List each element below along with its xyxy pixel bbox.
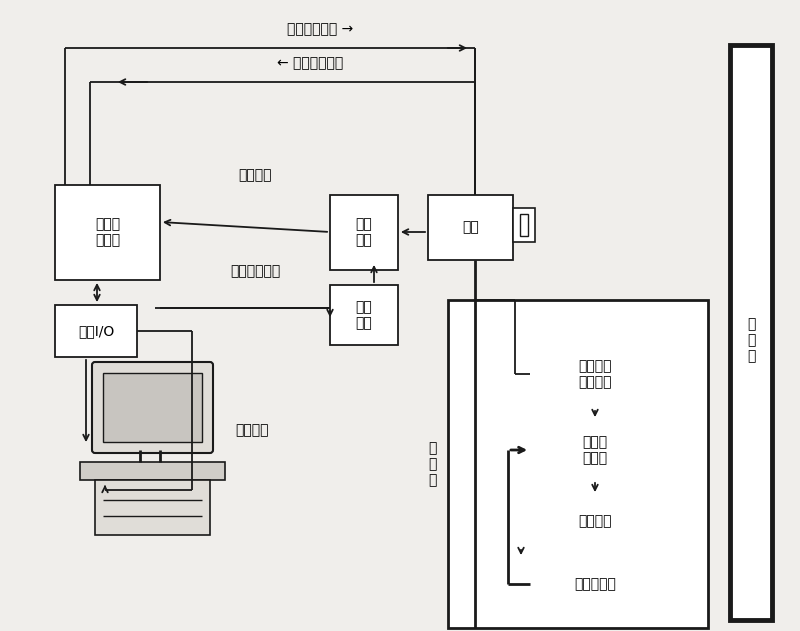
Bar: [530, 420, 660, 480]
Bar: [428, 195, 513, 260]
Bar: [513, 208, 535, 242]
Bar: [55, 185, 160, 280]
Text: ← 计数控制信号: ← 计数控制信号: [277, 56, 343, 70]
FancyBboxPatch shape: [92, 362, 213, 453]
Text: 数字I/O: 数字I/O: [78, 324, 114, 338]
Bar: [55, 305, 137, 357]
Bar: [530, 340, 660, 408]
Bar: [448, 300, 708, 628]
Text: 步进电机: 步进电机: [578, 514, 612, 528]
Text: 测控主机: 测控主机: [235, 423, 269, 437]
Text: 井
下
仪: 井 下 仪: [428, 441, 436, 487]
Text: 井上测
控电路: 井上测 控电路: [95, 218, 120, 247]
Text: 超声换能器: 超声换能器: [574, 577, 616, 591]
Text: 步进电机
控制电路: 步进电机 控制电路: [578, 359, 612, 389]
Bar: [530, 495, 660, 547]
Text: 参
考
绳: 参 考 绳: [747, 317, 755, 363]
Bar: [520, 214, 528, 236]
Bar: [103, 373, 202, 442]
Text: 绞车: 绞车: [462, 220, 479, 235]
Bar: [330, 195, 398, 270]
Bar: [95, 480, 210, 535]
Text: 绞车控制信号: 绞车控制信号: [230, 264, 280, 278]
Text: 采集控制信号 →: 采集控制信号 →: [287, 22, 353, 36]
Text: 发射接
收电路: 发射接 收电路: [582, 435, 607, 465]
Bar: [80, 462, 225, 480]
Text: 光电
码盘: 光电 码盘: [356, 218, 372, 247]
Text: 接口
电路: 接口 电路: [356, 300, 372, 330]
Text: 井深信号: 井深信号: [238, 168, 272, 182]
Bar: [530, 558, 660, 610]
Bar: [730, 45, 772, 620]
Bar: [330, 285, 398, 345]
